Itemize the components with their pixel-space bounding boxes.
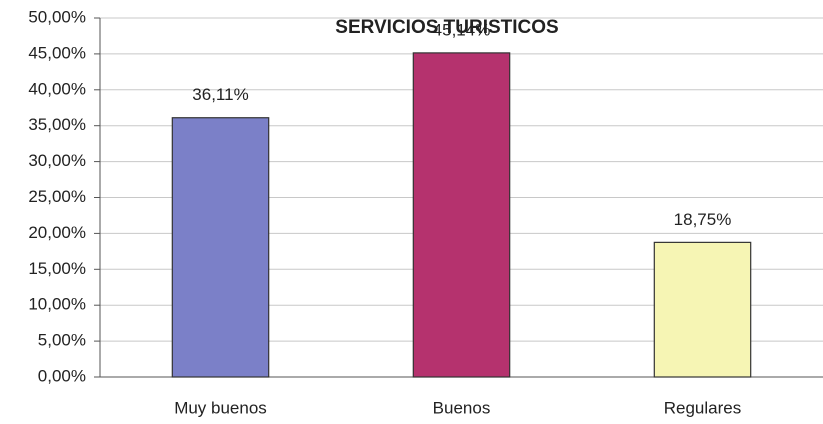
y-tick-label: 25,00% [28, 187, 86, 206]
y-tick-label: 35,00% [28, 115, 86, 134]
chart-title: SERVICIOS TURISTICOS [335, 17, 558, 38]
y-tick-label: 10,00% [28, 295, 86, 314]
y-tick-label: 20,00% [28, 223, 86, 242]
data-label: 45,14% [433, 20, 491, 39]
data-label: 36,11% [192, 85, 248, 104]
y-tick-label: 5,00% [38, 331, 86, 350]
y-tick-label: 15,00% [28, 259, 86, 278]
y-tick-label: 50,00% [28, 7, 86, 26]
y-tick-label: 45,00% [28, 43, 86, 62]
y-tick-label: 30,00% [28, 151, 86, 170]
x-tick-label: Regulares [664, 398, 742, 417]
y-tick-label: 40,00% [28, 79, 86, 98]
y-tick-label: 0,00% [38, 366, 86, 385]
bar [653, 241, 752, 378]
bar [171, 117, 270, 378]
data-label: 18,75% [674, 210, 732, 229]
x-tick-label: Muy buenos [174, 398, 267, 417]
bar [412, 52, 511, 378]
x-tick-label: Buenos [433, 398, 491, 417]
